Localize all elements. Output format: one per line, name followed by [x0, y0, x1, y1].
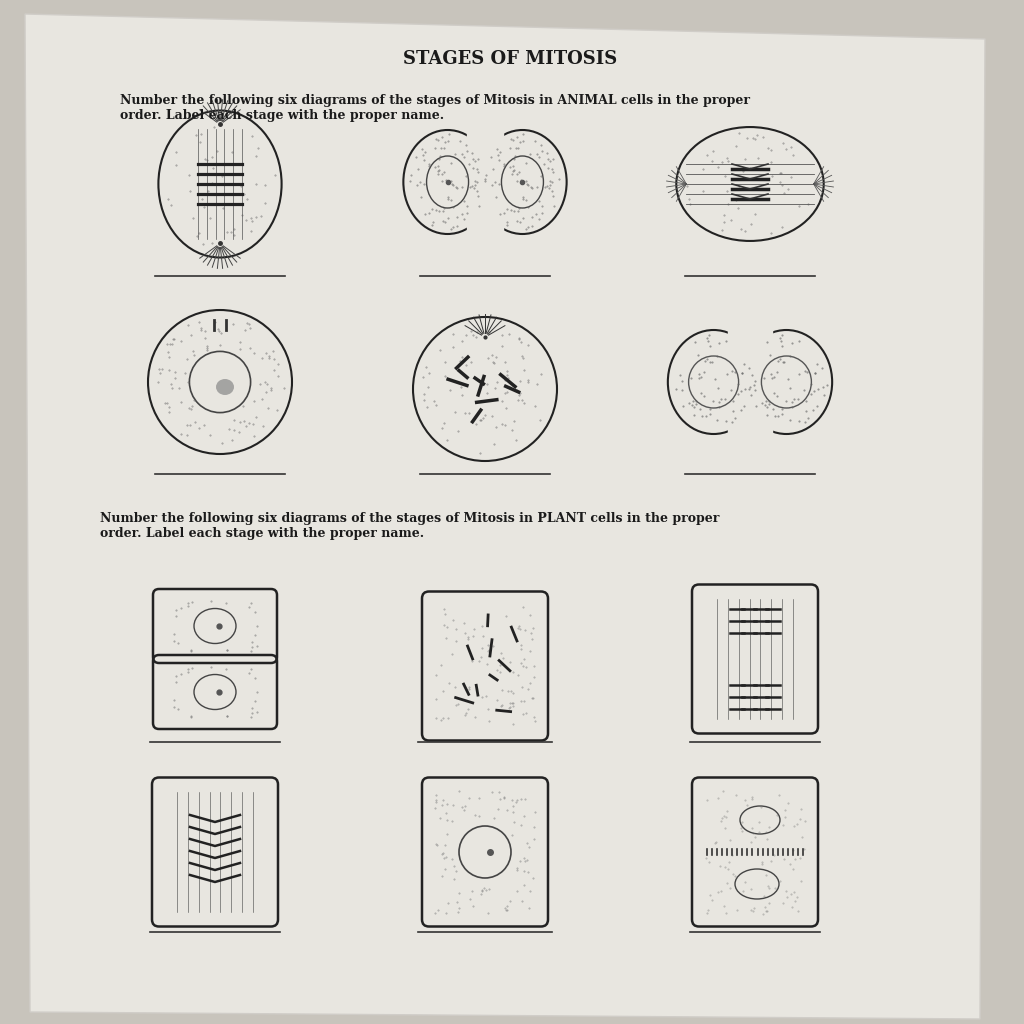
Text: Number the following six diagrams of the stages of Mitosis in ANIMAL cells in th: Number the following six diagrams of the…: [120, 94, 750, 122]
Text: STAGES OF MITOSIS: STAGES OF MITOSIS: [402, 50, 617, 68]
Text: Number the following six diagrams of the stages of Mitosis in PLANT cells in the: Number the following six diagrams of the…: [100, 512, 720, 540]
Ellipse shape: [216, 379, 234, 395]
Polygon shape: [25, 14, 985, 1019]
